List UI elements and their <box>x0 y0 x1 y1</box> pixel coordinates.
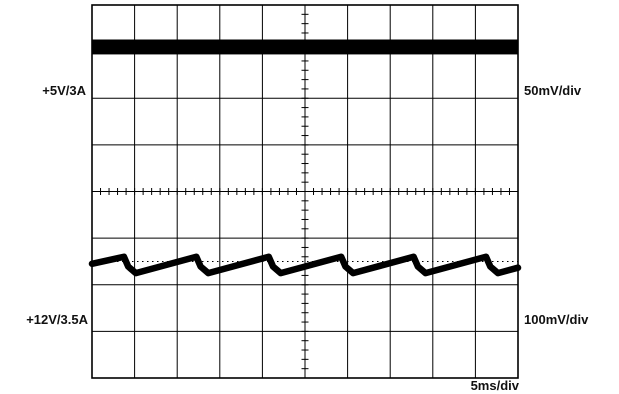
time-scale-label: 5ms/div <box>471 378 520 393</box>
trace-5v-label: +5V/3A <box>42 83 86 98</box>
trace-12v-scale-label: 100mV/div <box>524 312 589 327</box>
graticule-center-ticks <box>91 4 519 379</box>
trace-12v-label: +12V/3.5A <box>26 312 88 327</box>
graticule-frame <box>91 4 519 379</box>
trace-12v-sawtooth <box>88 253 522 277</box>
trace-5v-band <box>92 39 518 55</box>
trace-5v-scale-label: 50mV/div <box>524 83 582 98</box>
